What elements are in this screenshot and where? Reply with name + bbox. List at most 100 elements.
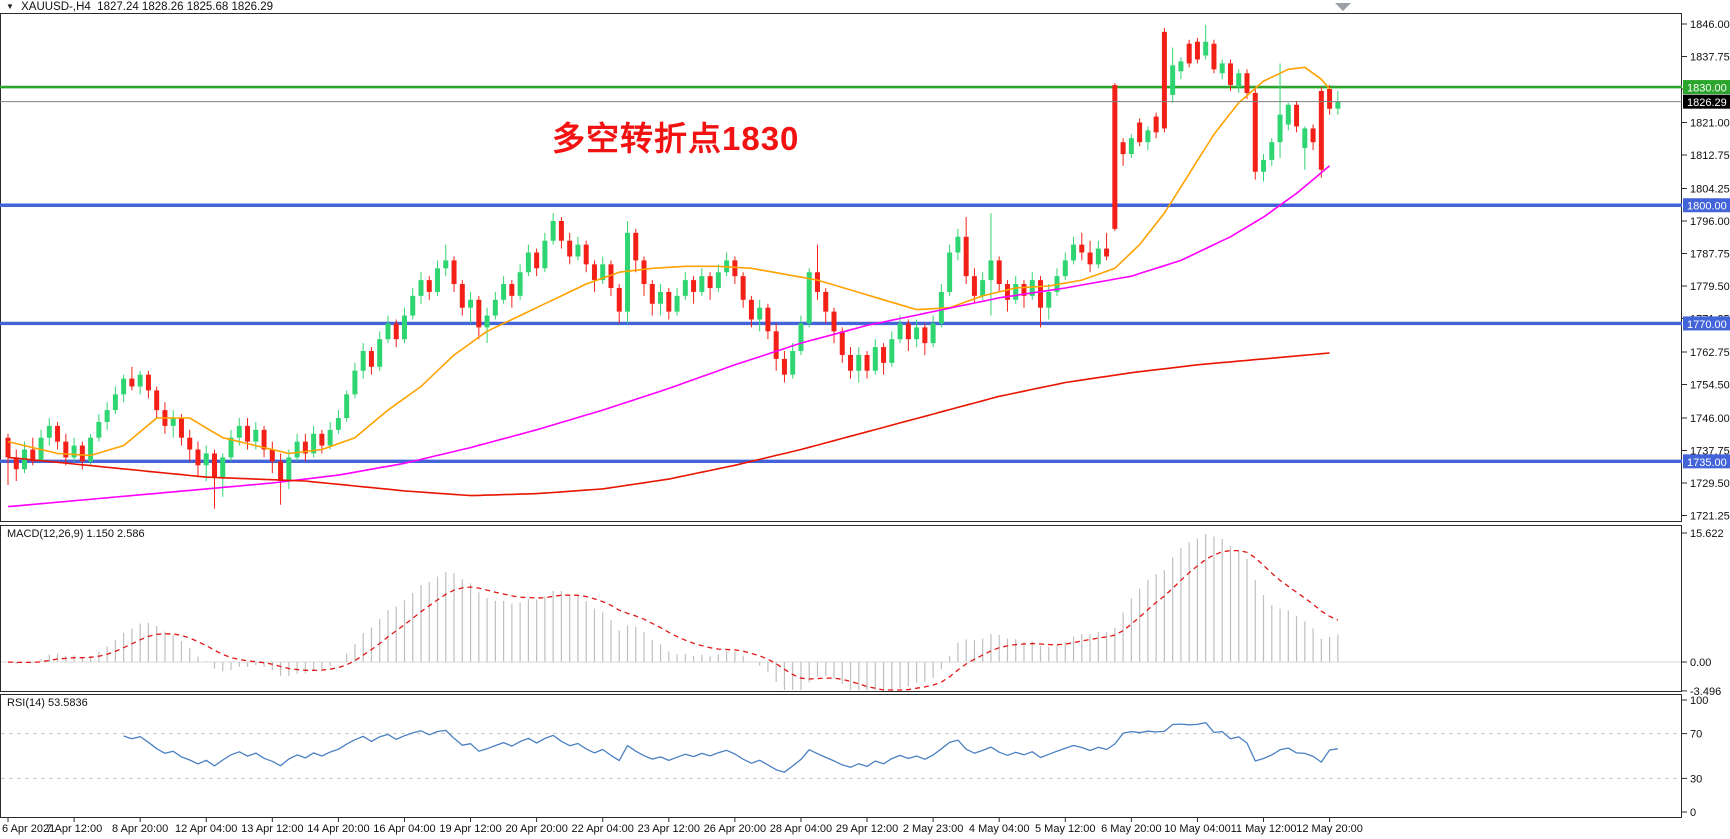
time-axis-label[interactable]: 28 Apr 04:00: [770, 823, 832, 835]
candle-body: [352, 370, 358, 395]
candle-body: [715, 272, 721, 288]
macd-axis-label: 0.00: [1690, 657, 1711, 669]
candle-body: [46, 425, 52, 438]
candle-body: [129, 378, 135, 387]
rsi-axis-label: 30: [1690, 773, 1702, 785]
candle-body: [187, 437, 193, 450]
candle-body: [96, 421, 102, 438]
candle-body: [121, 378, 127, 395]
candle-body: [831, 311, 837, 332]
time-axis-label[interactable]: 2 May 23:00: [903, 823, 964, 835]
candle-body: [567, 240, 573, 257]
macd-signal-line: [7, 549, 1339, 691]
time-axis-label[interactable]: 29 Apr 12:00: [836, 823, 898, 835]
macd-axis-label: 15.622: [1690, 528, 1724, 540]
candle-body: [781, 358, 787, 375]
candle-body: [971, 276, 977, 296]
time-axis-label[interactable]: 22 Apr 04:00: [572, 823, 634, 835]
time-axis-label[interactable]: 12 May 20:00: [1296, 823, 1363, 835]
candle-body: [269, 449, 275, 462]
time-axis-label[interactable]: 19 Apr 12:00: [439, 823, 501, 835]
candle-body: [1318, 90, 1324, 170]
candle-body: [1120, 142, 1126, 155]
time-axis-label[interactable]: 4 May 04:00: [969, 823, 1030, 835]
candle-body: [435, 268, 441, 292]
candle-body: [385, 323, 391, 340]
candle-body: [1013, 284, 1019, 300]
price-badge-text: 1830.00: [1687, 83, 1727, 95]
candle-body: [930, 323, 936, 344]
time-axis-label[interactable]: 7 Apr 12:00: [46, 823, 102, 835]
candle-body: [848, 354, 854, 371]
candle-body: [1087, 252, 1093, 265]
candle-body: [641, 260, 647, 285]
macd-axis-label: -3.496: [1690, 686, 1721, 698]
candle-body: [765, 307, 771, 332]
time-axis-label[interactable]: 23 Apr 12:00: [638, 823, 700, 835]
candle-body: [401, 315, 407, 340]
collapse-icon[interactable]: ▼: [6, 2, 14, 11]
candle-body: [79, 445, 85, 462]
price-axis-label: 1754.50: [1690, 380, 1730, 392]
candle-body: [1021, 284, 1027, 296]
time-axis-label[interactable]: 14 Apr 20:00: [307, 823, 369, 835]
candle-body: [1302, 128, 1308, 149]
price-axis-label: 1821.00: [1690, 118, 1730, 130]
candle-body: [1137, 122, 1143, 143]
candle-body: [1194, 41, 1200, 60]
time-axis-label[interactable]: 20 Apr 20:00: [505, 823, 567, 835]
candle-body: [790, 351, 796, 375]
candle-body: [30, 449, 36, 462]
time-axis-label[interactable]: 6 May 20:00: [1101, 823, 1162, 835]
price-badge-1770.00: [1683, 316, 1730, 331]
candle-body: [748, 299, 754, 320]
candle-body: [245, 425, 251, 442]
candle-body: [856, 354, 862, 371]
rsi-line: [123, 721, 1338, 773]
time-axis-label[interactable]: 10 May 04:00: [1164, 823, 1231, 835]
price-badge-text: 1800.00: [1687, 201, 1727, 213]
price-badge-1826.29: [1683, 94, 1730, 109]
rsi-indicator-label: RSI(14) 53.5836: [7, 697, 88, 709]
candle-body: [757, 307, 763, 320]
candle-body: [1112, 85, 1118, 229]
candle-body: [468, 299, 474, 308]
candle-body: [1186, 43, 1192, 64]
time-axis-label[interactable]: 13 Apr 12:00: [241, 823, 303, 835]
candle-body: [608, 264, 614, 288]
candle-body: [228, 437, 234, 458]
candle-body: [666, 291, 672, 312]
time-axis-label[interactable]: 11 May 12:00: [1231, 823, 1297, 835]
candle-body: [220, 457, 226, 478]
price-badge-1830.00: [1683, 80, 1730, 95]
time-axis-label[interactable]: 26 Apr 20:00: [704, 823, 766, 835]
chart-shift-marker-icon[interactable]: [1335, 3, 1351, 11]
candle-body: [145, 374, 151, 391]
candles: [5, 24, 1341, 509]
candle-body: [5, 437, 11, 458]
candle-body: [311, 433, 317, 454]
candle-body: [814, 272, 820, 292]
time-axis-label[interactable]: 12 Apr 04:00: [175, 823, 237, 835]
candle-body: [1327, 89, 1333, 109]
time-axis-label[interactable]: 16 Apr 04:00: [373, 823, 435, 835]
candle-body: [996, 260, 1002, 285]
candle-body: [501, 284, 507, 300]
annotation-text[interactable]: 多空转折点1830: [552, 120, 800, 157]
candle-body: [1046, 291, 1052, 308]
candle-body: [55, 425, 61, 442]
candle-body: [63, 441, 69, 458]
time-axis-label[interactable]: 5 May 12:00: [1035, 823, 1096, 835]
candle-body: [674, 295, 680, 312]
candle-body: [170, 418, 176, 426]
candle-body: [905, 323, 911, 340]
candle-body: [1170, 65, 1176, 95]
candle-body: [922, 327, 928, 344]
candle-body: [319, 433, 325, 446]
time-axis-label[interactable]: 6 Apr 2021: [2, 823, 55, 835]
candle-body: [476, 299, 482, 328]
time-axis-label[interactable]: 8 Apr 20:00: [112, 823, 168, 835]
candle-body: [302, 441, 308, 454]
candle-body: [600, 264, 606, 281]
